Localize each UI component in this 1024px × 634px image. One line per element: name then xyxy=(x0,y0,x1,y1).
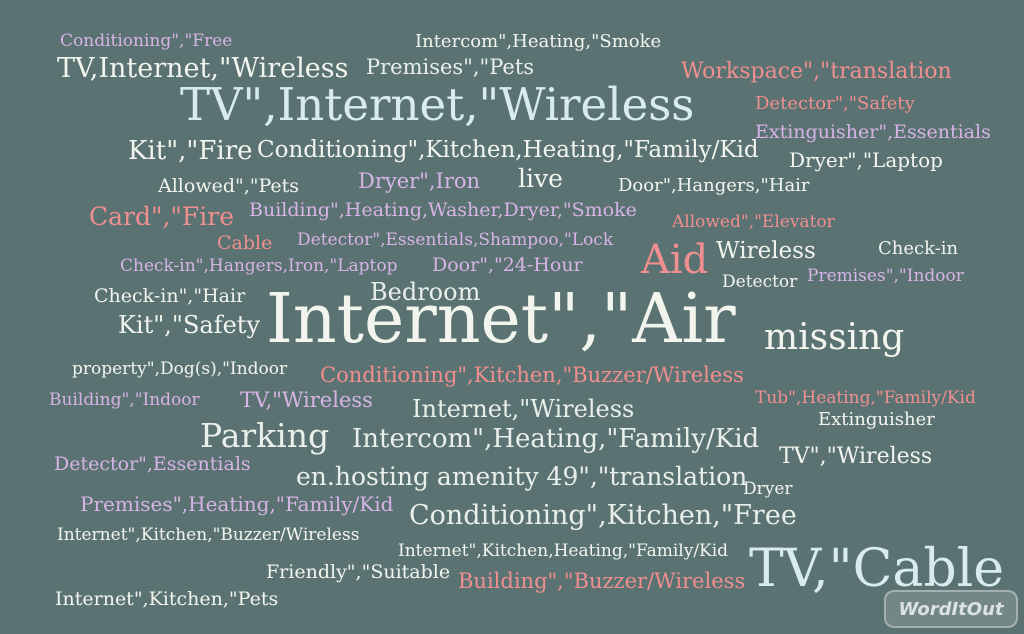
cloud-word: Check-in",Hangers,Iron,"Laptop xyxy=(120,256,398,276)
cloud-word: TV,"Wireless xyxy=(240,388,373,412)
cloud-word: Building","Indoor xyxy=(49,390,200,410)
cloud-word: Detector xyxy=(722,272,798,292)
cloud-word: TV",Internet,"Wireless xyxy=(180,78,695,131)
cloud-word: Detector",Essentials xyxy=(54,453,251,475)
cloud-word: Conditioning",Kitchen,"Free xyxy=(409,500,797,531)
cloud-word: Internet,"Wireless xyxy=(412,395,635,423)
cloud-word: Building","Buzzer/Wireless xyxy=(458,569,746,593)
cloud-word: Detector","Safety xyxy=(755,93,915,114)
cloud-word: Conditioning",Kitchen,Heating,"Family/Ki… xyxy=(257,137,759,163)
cloud-word: Cable xyxy=(217,232,273,254)
cloud-word: Extinguisher xyxy=(818,409,935,430)
cloud-word: Card","Fire xyxy=(89,202,235,231)
logo-text: WordItOut xyxy=(898,598,1004,620)
cloud-word: Check-in xyxy=(878,238,959,259)
cloud-word: Parking xyxy=(200,416,330,455)
cloud-word: Door","24-Hour xyxy=(432,254,583,276)
cloud-word: Dryer xyxy=(743,479,793,499)
cloud-word: Check-in","Hair xyxy=(94,285,246,307)
cloud-word: Aid xyxy=(641,237,709,283)
cloud-word: Dryer","Laptop xyxy=(789,148,943,172)
cloud-word: Detector",Essentials,Shampoo,"Lock xyxy=(297,230,614,250)
cloud-word: Bedroom xyxy=(370,278,481,306)
cloud-word: Allowed","Elevator xyxy=(672,212,835,232)
cloud-word: property",Dog(s),"Indoor xyxy=(72,359,288,379)
cloud-word: Allowed","Pets xyxy=(158,175,300,197)
cloud-word: Tub",Heating,"Family/Kid xyxy=(755,388,976,408)
cloud-word: Premises",Heating,"Family/Kid xyxy=(80,492,394,516)
cloud-word: Premises","Indoor xyxy=(807,266,964,286)
cloud-word: Internet",Kitchen,"Buzzer/Wireless xyxy=(57,525,360,545)
cloud-word: Intercom",Heating,"Family/Kid xyxy=(352,424,760,454)
cloud-word: Extinguisher",Essentials xyxy=(755,121,991,143)
cloud-word: en.hosting amenity 49","translation xyxy=(296,462,748,491)
cloud-word: Dryer",Iron xyxy=(358,169,481,193)
cloud-word: Premises","Pets xyxy=(366,55,535,79)
cloud-word: Wireless xyxy=(716,238,816,264)
cloud-word: Conditioning","Free xyxy=(60,31,233,51)
cloud-word: Intercom",Heating,"Smoke xyxy=(415,31,662,52)
cloud-word: Friendly","Suitable xyxy=(266,561,451,583)
cloud-word: TV,Internet,"Wireless xyxy=(57,53,349,84)
cloud-word: TV,"Cable xyxy=(749,539,1005,599)
cloud-word: TV","Wireless xyxy=(779,444,933,469)
cloud-word: Internet",Kitchen,Heating,"Family/Kid xyxy=(398,541,729,561)
cloud-word: missing xyxy=(764,317,905,358)
cloud-word: Conditioning",Kitchen,"Buzzer/Wireless xyxy=(320,363,744,387)
cloud-word: live xyxy=(518,164,563,193)
cloud-word: Kit","Fire xyxy=(128,136,253,166)
cloud-word: Building",Heating,Washer,Dryer,"Smoke xyxy=(249,199,637,221)
cloud-word: Internet",Kitchen,"Pets xyxy=(55,588,279,610)
cloud-word: Door",Hangers,"Hair xyxy=(618,175,810,196)
worditout-logo[interactable]: WordItOut xyxy=(884,590,1018,628)
cloud-word: Internet","Air xyxy=(266,280,736,359)
cloud-word: Kit","Safety xyxy=(118,311,260,339)
cloud-word: Workspace","translation xyxy=(681,59,952,84)
